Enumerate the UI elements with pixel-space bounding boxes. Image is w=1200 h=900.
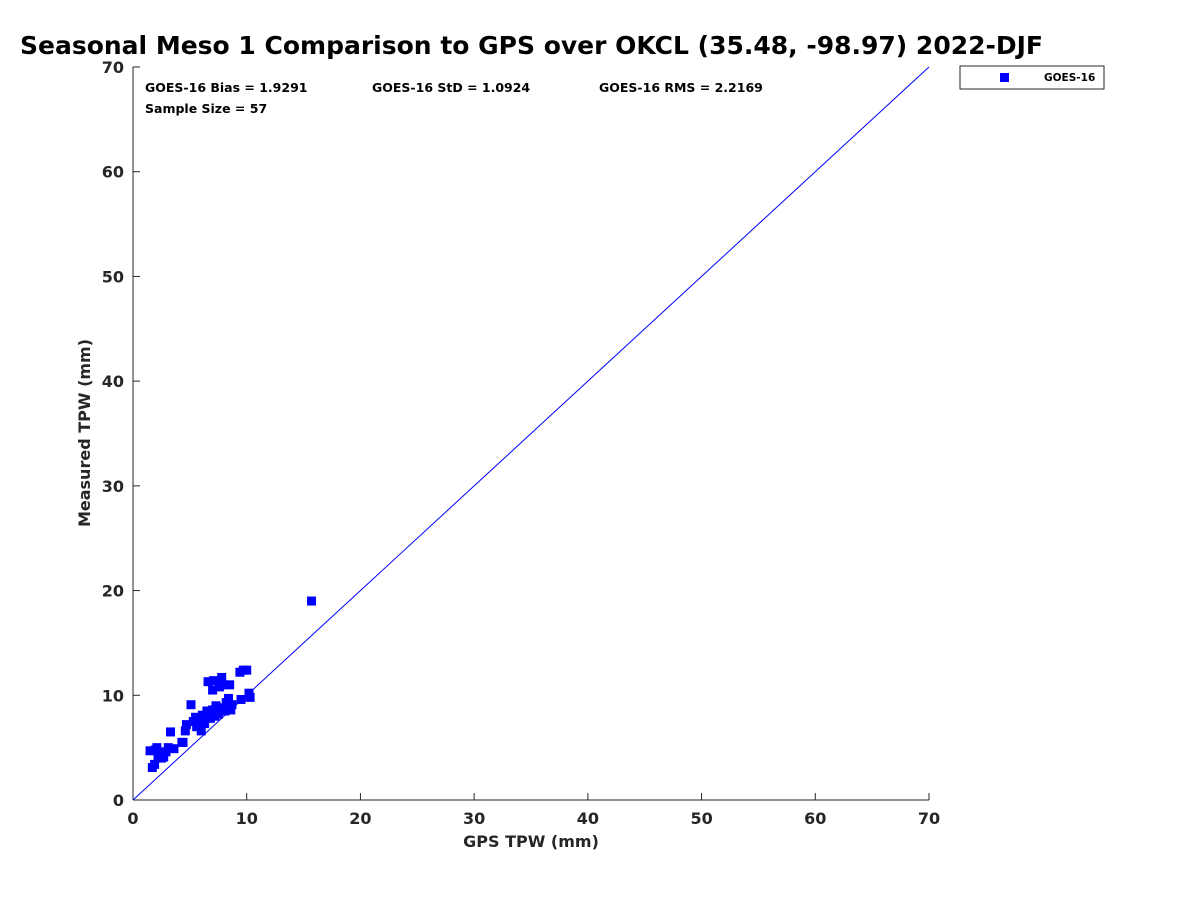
y-tick-label: 70	[102, 58, 124, 77]
data-point	[152, 743, 162, 753]
data-point	[145, 746, 155, 756]
x-tick-label: 30	[463, 809, 485, 828]
data-point	[205, 713, 215, 723]
legend-label: GOES-16	[1044, 72, 1095, 84]
stats-annotations: GOES-16 Bias = 1.9291 GOES-16 StD = 1.09…	[145, 80, 763, 116]
x-tick-label: 20	[349, 809, 371, 828]
y-tick-label: 10	[102, 686, 124, 705]
y-tick-label: 40	[102, 372, 124, 391]
y-axis-label: Measured TPW (mm)	[75, 339, 94, 527]
x-tick-label: 0	[127, 809, 138, 828]
x-tick-label: 70	[918, 809, 940, 828]
data-point	[202, 706, 212, 716]
data-point	[209, 676, 219, 686]
data-point	[208, 705, 218, 715]
plot-axes	[132, 67, 929, 801]
data-point	[218, 680, 228, 690]
data-point	[208, 685, 218, 695]
legend-marker-square	[1000, 73, 1009, 82]
data-point	[203, 677, 213, 687]
y-axis-ticks: 0 10 20 30 40 50 60 70	[102, 58, 140, 810]
data-point	[181, 720, 191, 730]
data-point	[307, 596, 317, 606]
data-point	[226, 705, 236, 715]
data-point	[227, 700, 237, 710]
data-point	[180, 726, 190, 736]
data-point	[225, 680, 235, 690]
data-point	[159, 752, 169, 762]
data-point	[150, 759, 160, 769]
x-tick-label: 40	[577, 809, 599, 828]
data-point	[217, 672, 227, 682]
data-point	[163, 743, 173, 753]
one-to-one-line	[132, 66, 930, 801]
data-points	[145, 596, 317, 773]
data-point	[169, 744, 179, 754]
rms-stat: GOES-16 RMS = 2.2169	[599, 80, 763, 95]
x-axis-label: GPS TPW (mm)	[463, 832, 599, 851]
bias-stat: GOES-16 Bias = 1.9291	[145, 80, 307, 95]
legend: GOES-16	[959, 65, 1105, 90]
y-tick-label: 30	[102, 477, 124, 496]
y-tick-label: 20	[102, 582, 124, 601]
data-point	[242, 665, 252, 675]
x-axis-ticks: 0 10 20 30 40 50 60 70	[127, 793, 940, 828]
data-point	[178, 737, 188, 747]
sample-size-stat: Sample Size = 57	[145, 101, 267, 116]
data-point	[195, 719, 205, 729]
data-point	[245, 692, 255, 702]
data-point	[196, 726, 206, 736]
x-tick-label: 10	[236, 809, 258, 828]
x-tick-label: 50	[690, 809, 712, 828]
y-tick-label: 50	[102, 267, 124, 286]
y-tick-label: 60	[102, 163, 124, 182]
x-tick-label: 60	[804, 809, 826, 828]
legend-box	[959, 65, 1105, 90]
std-stat: GOES-16 StD = 1.0924	[372, 80, 530, 95]
data-point	[213, 709, 223, 719]
data-point	[224, 693, 234, 703]
y-tick-label: 0	[113, 791, 124, 810]
data-point	[236, 694, 246, 704]
data-point	[186, 700, 196, 710]
data-point	[166, 727, 176, 737]
chart-title: Seasonal Meso 1 Comparison to GPS over O…	[20, 31, 1043, 60]
